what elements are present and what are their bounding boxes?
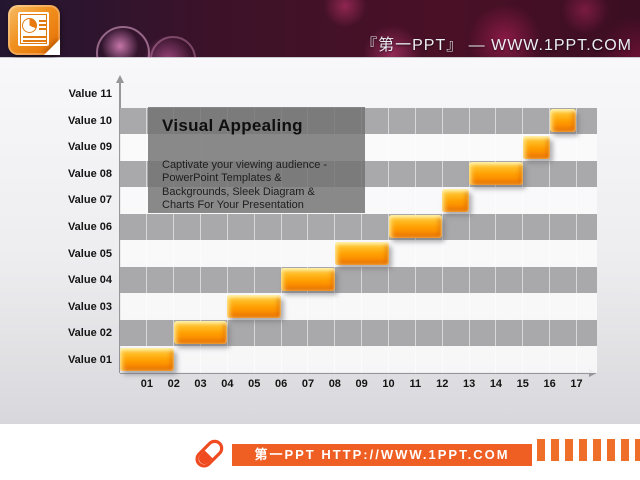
x-axis-line (120, 372, 590, 374)
gantt-bar (120, 347, 174, 371)
grid-line (253, 107, 255, 373)
pie-chart-icon (22, 18, 37, 33)
grid-line (576, 107, 577, 373)
gantt-bar (281, 268, 335, 292)
grid-line (441, 107, 443, 373)
header-banner: 『第一PPT』 — WWW.1PPT.COM (0, 0, 640, 82)
footer-bar: 第一PPT HTTP://WWW.1PPT.COM (0, 424, 640, 480)
grid-line (146, 107, 148, 373)
x-axis-label: 01 (140, 378, 153, 390)
x-axis-label: 10 (382, 378, 395, 390)
gantt-bar (469, 162, 523, 186)
x-axis-label: 13 (462, 378, 476, 390)
footer-url: 第一PPT HTTP://WWW.1PPT.COM (232, 444, 532, 466)
y-axis-label: Value 03 (67, 300, 112, 313)
x-axis-label: 02 (167, 378, 180, 390)
x-axis-label: 03 (194, 378, 207, 390)
x-axis-label: 11 (409, 378, 422, 390)
y-axis-label: Value 01 (67, 353, 112, 366)
x-axis-label: 12 (436, 378, 449, 390)
x-axis-label: 09 (355, 378, 368, 390)
x-axis-label: 17 (570, 378, 583, 390)
x-axis-arrow-icon (589, 369, 597, 377)
y-axis-label: Value 06 (67, 220, 112, 233)
grid-line (200, 107, 202, 373)
gantt-bar (227, 294, 282, 318)
y-axis-label: Value 05 (67, 247, 112, 260)
y-axis-label: Value 04 (67, 274, 112, 287)
y-axis-arrow-icon (116, 75, 124, 83)
x-axis-label: 07 (301, 378, 315, 390)
grid-line (226, 107, 228, 373)
y-axis-label: Value 02 (67, 327, 112, 340)
grid-line (173, 107, 175, 373)
powerpoint-icon (8, 5, 60, 55)
site-title: 『第一PPT』 — WWW.1PPT.COM (361, 37, 632, 54)
grid-line (388, 107, 390, 373)
x-axis-label: 05 (248, 378, 261, 390)
caption-title: Visual Appealing (162, 116, 303, 135)
gantt-bar (173, 321, 228, 345)
chart-row-stripe (120, 346, 597, 373)
grid-line (280, 107, 282, 373)
x-axis-label: 15 (516, 378, 529, 390)
gantt-bar (334, 241, 389, 265)
grid-line (549, 107, 551, 373)
x-axis-label: 08 (328, 378, 341, 390)
grid-line (468, 107, 470, 373)
gantt-bar (549, 109, 577, 132)
x-axis-label: 14 (489, 378, 503, 390)
pill-icon (195, 439, 224, 468)
chart-row-stripe (120, 266, 597, 294)
caption-body: Captivate your viewing audience - PowerP… (162, 159, 328, 212)
x-axis-label: 16 (543, 378, 556, 390)
grid-line (495, 107, 497, 373)
grid-line (414, 107, 416, 373)
gantt-bar (442, 188, 470, 212)
chart-row-stripe (120, 213, 597, 241)
grid-line (361, 107, 363, 373)
footer-stripes-decoration (537, 439, 640, 461)
gantt-bar (388, 215, 443, 239)
x-axis-label: 04 (221, 378, 234, 390)
y-axis-label: Value 09 (67, 141, 112, 154)
y-axis-label: Value 10 (67, 114, 112, 127)
grid-line (307, 107, 309, 373)
page-fold-icon (44, 39, 60, 55)
gantt-bar (522, 135, 550, 159)
y-axis-label: Value 11 (68, 88, 112, 101)
grid-line (522, 107, 524, 373)
chart-caption-box: Visual Appealing Captivate your viewing … (148, 107, 365, 213)
x-axis-label: 06 (274, 378, 288, 390)
y-axis-label: Value 08 (67, 167, 112, 180)
chart-row-stripe (120, 293, 597, 320)
grid-line (334, 107, 336, 373)
y-axis-label: Value 07 (67, 194, 112, 207)
